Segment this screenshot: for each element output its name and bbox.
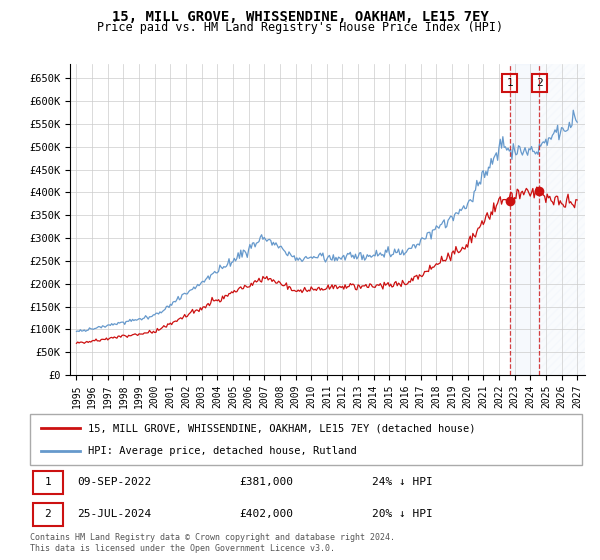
Text: £381,000: £381,000	[240, 477, 294, 487]
Text: 2: 2	[536, 78, 542, 88]
Text: 20% ↓ HPI: 20% ↓ HPI	[372, 510, 433, 520]
Text: 1: 1	[506, 78, 513, 88]
Text: 15, MILL GROVE, WHISSENDINE, OAKHAM, LE15 7EY (detached house): 15, MILL GROVE, WHISSENDINE, OAKHAM, LE1…	[88, 423, 475, 433]
Bar	[539, 64, 585, 375]
Text: HPI: Average price, detached house, Rutland: HPI: Average price, detached house, Rutl…	[88, 446, 357, 456]
Text: 2: 2	[44, 510, 52, 520]
Text: 1: 1	[44, 477, 52, 487]
Bar	[510, 64, 539, 375]
Text: 24% ↓ HPI: 24% ↓ HPI	[372, 477, 433, 487]
Text: 15, MILL GROVE, WHISSENDINE, OAKHAM, LE15 7EY: 15, MILL GROVE, WHISSENDINE, OAKHAM, LE1…	[112, 10, 488, 24]
Text: Contains HM Land Registry data © Crown copyright and database right 2024.
This d: Contains HM Land Registry data © Crown c…	[30, 533, 395, 553]
Text: £402,000: £402,000	[240, 510, 294, 520]
Bar	[33, 503, 63, 526]
Text: Price paid vs. HM Land Registry's House Price Index (HPI): Price paid vs. HM Land Registry's House …	[97, 21, 503, 34]
Text: 25-JUL-2024: 25-JUL-2024	[77, 510, 151, 520]
Text: 09-SEP-2022: 09-SEP-2022	[77, 477, 151, 487]
Bar	[33, 470, 63, 494]
